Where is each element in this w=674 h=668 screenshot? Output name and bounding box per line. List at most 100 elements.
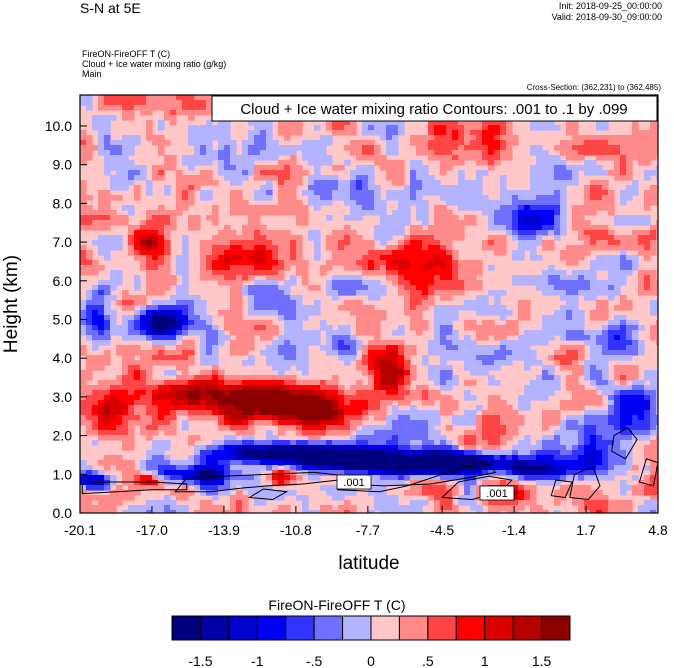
field-cell <box>326 190 333 196</box>
field-cell <box>416 240 423 246</box>
field-cell <box>224 280 231 286</box>
field-cell <box>584 270 591 276</box>
field-cell <box>344 325 351 331</box>
field-cell <box>512 230 519 236</box>
field-cell <box>188 130 195 136</box>
field-cell <box>218 375 225 381</box>
field-cell <box>308 440 315 446</box>
field-cell <box>410 365 417 371</box>
field-cell <box>374 440 381 446</box>
field-cell <box>350 510 357 513</box>
field-cell <box>440 165 447 171</box>
field-cell <box>404 270 411 276</box>
field-cell <box>314 175 321 181</box>
field-cell <box>386 220 393 226</box>
field-cell <box>572 300 579 306</box>
field-cell <box>584 195 591 201</box>
field-cell <box>254 375 261 381</box>
field-cell <box>98 365 105 371</box>
field-cell <box>584 200 591 206</box>
field-cell <box>506 150 513 156</box>
field-cell <box>566 245 573 251</box>
field-cell <box>542 415 549 421</box>
field-cell <box>302 275 309 281</box>
field-cell <box>566 145 573 151</box>
field-cell <box>374 480 381 486</box>
field-cell <box>416 170 423 176</box>
field-cell <box>140 390 147 396</box>
field-cell <box>290 400 297 406</box>
field-cell <box>170 430 177 436</box>
field-cell <box>230 160 237 166</box>
field-cell <box>302 495 309 501</box>
field-cell <box>152 425 159 431</box>
field-cell <box>218 395 225 401</box>
field-cell <box>146 415 153 421</box>
field-cell <box>224 130 231 136</box>
field-cell <box>212 335 219 341</box>
field-cell <box>476 420 483 426</box>
field-cell <box>416 385 423 391</box>
field-cell <box>470 350 477 356</box>
field-cell <box>476 190 483 196</box>
field-cell <box>374 350 381 356</box>
field-cell <box>446 280 453 286</box>
field-cell <box>176 480 183 486</box>
field-cell <box>440 215 447 221</box>
field-cell <box>320 395 327 401</box>
field-cell <box>230 320 237 326</box>
field-cell <box>416 305 423 311</box>
field-cell <box>482 455 489 461</box>
field-cell <box>92 325 99 331</box>
field-cell <box>506 205 513 211</box>
field-cell <box>590 165 597 171</box>
field-cell <box>128 465 135 471</box>
field-cell <box>92 420 99 426</box>
field-cell <box>128 390 135 396</box>
field-cell <box>488 165 495 171</box>
field-cell <box>572 165 579 171</box>
field-cell <box>578 255 585 261</box>
field-cell <box>518 505 525 511</box>
field-cell <box>116 105 123 111</box>
field-cell <box>212 245 219 251</box>
field-cell <box>158 120 165 126</box>
field-cell <box>302 170 309 176</box>
field-cell <box>428 125 435 131</box>
field-cell <box>98 285 105 291</box>
field-cell <box>344 130 351 136</box>
field-cell <box>296 450 303 456</box>
field-cell <box>284 470 291 476</box>
field-cell <box>152 165 159 171</box>
field-cell <box>410 190 417 196</box>
field-cell <box>260 260 267 266</box>
field-cell <box>254 420 261 426</box>
field-cell <box>476 300 483 306</box>
field-cell <box>224 425 231 431</box>
field-cell <box>182 470 189 476</box>
field-cell <box>92 315 99 321</box>
field-cell <box>152 420 159 426</box>
field-cell <box>380 260 387 266</box>
field-cell <box>560 220 567 226</box>
field-cell <box>452 255 459 261</box>
field-cell <box>254 295 261 301</box>
field-cell <box>428 480 435 486</box>
field-cell <box>560 490 567 496</box>
field-cell <box>200 310 207 316</box>
field-cell <box>488 135 495 141</box>
field-cell <box>494 355 501 361</box>
field-cell <box>290 210 297 216</box>
field-cell <box>572 305 579 311</box>
field-cell <box>260 245 267 251</box>
field-cell <box>386 260 393 266</box>
field-cell <box>284 365 291 371</box>
field-cell <box>164 495 171 501</box>
field-cell <box>536 160 543 166</box>
field-cell <box>302 455 309 461</box>
field-cell <box>278 430 285 436</box>
field-cell <box>152 310 159 316</box>
field-cell <box>170 95 177 101</box>
field-cell <box>122 150 129 156</box>
field-cell <box>392 480 399 486</box>
